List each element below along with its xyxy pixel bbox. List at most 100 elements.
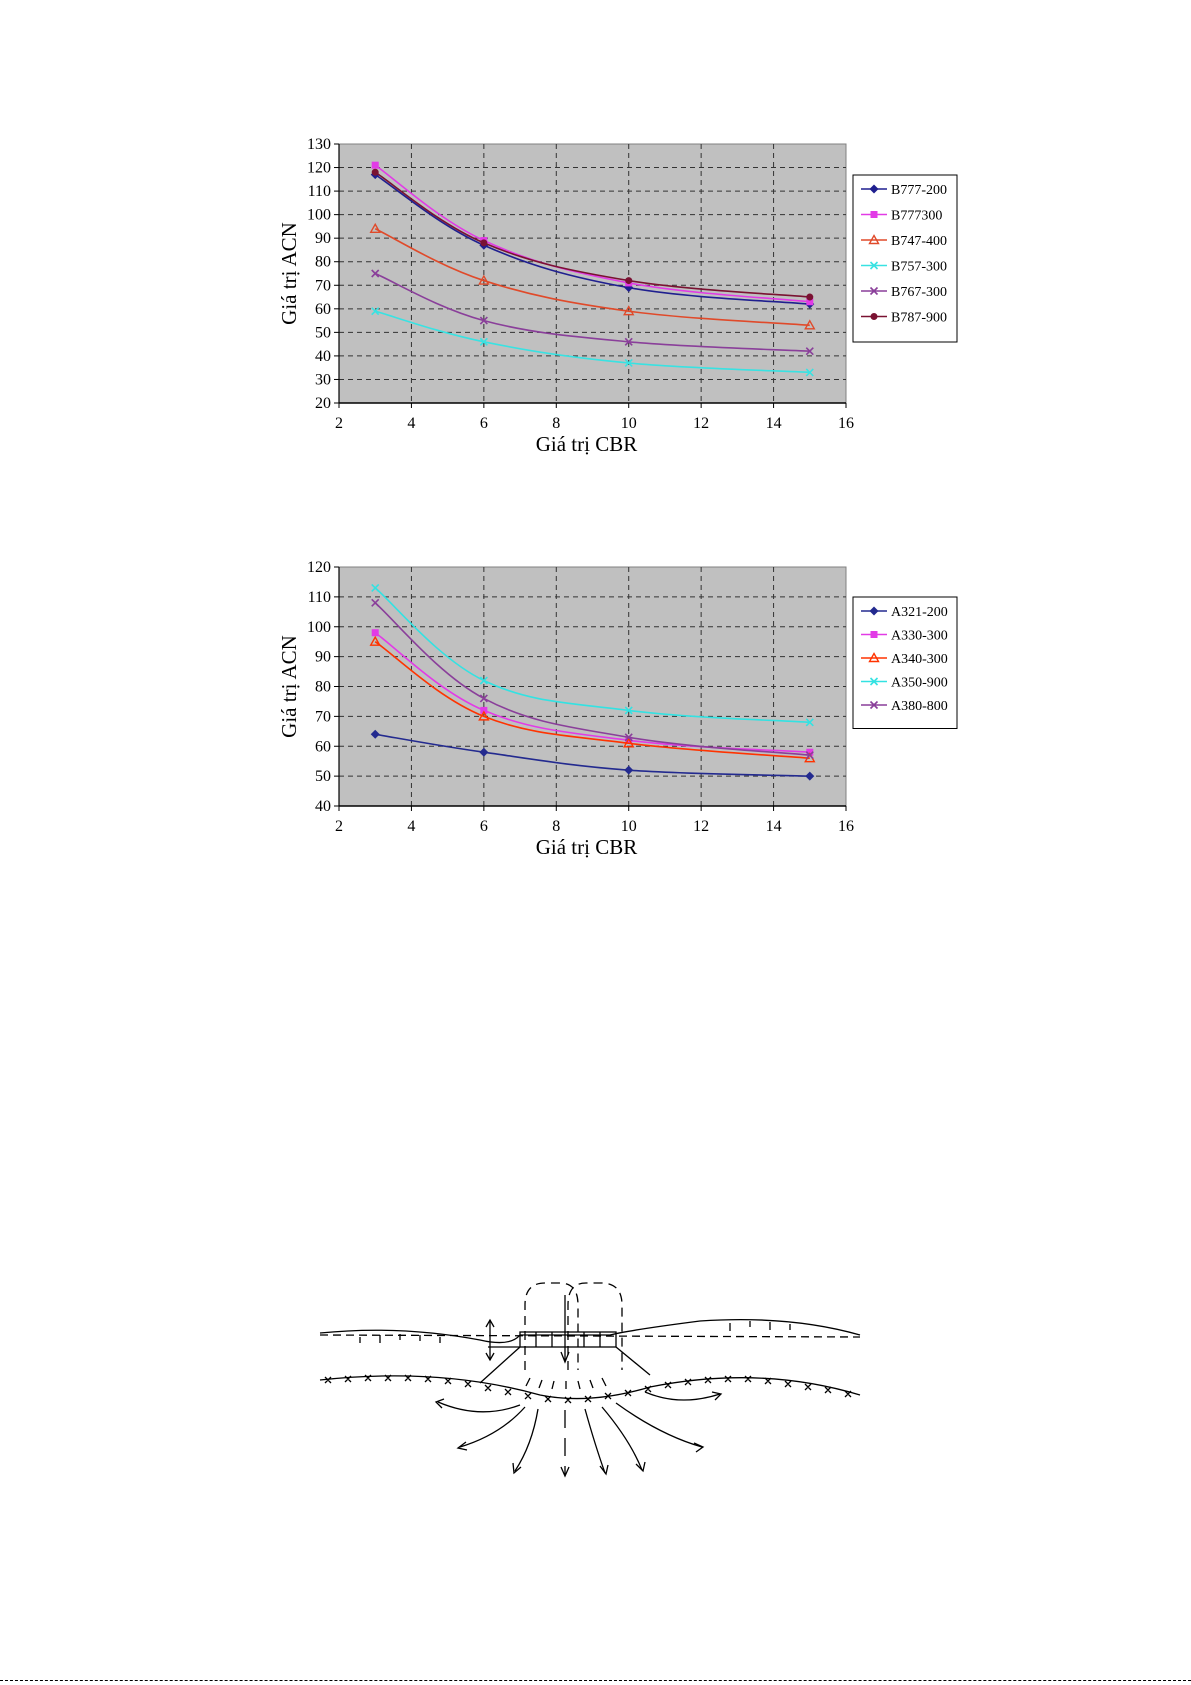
legend-swatch-marker	[870, 211, 878, 218]
legend-swatch-marker	[869, 700, 879, 710]
arrow-far-left	[437, 1401, 521, 1413]
data-point	[624, 337, 633, 346]
series-line	[374, 171, 810, 298]
page-bottom-rule	[0, 1680, 1191, 1681]
x-axis-title: Giá trị CBR	[536, 835, 638, 859]
y-tick-label: 40	[315, 348, 331, 365]
y-tick-label: 40	[315, 798, 331, 815]
data-point	[623, 737, 635, 748]
data-point	[479, 676, 488, 685]
data-point	[624, 733, 633, 742]
legend-label: B777300	[891, 209, 942, 224]
x-tick-label: 12	[693, 415, 709, 432]
data-point	[805, 718, 814, 727]
data-point	[624, 283, 634, 293]
series-line	[374, 310, 810, 374]
y-tick-label: 50	[315, 324, 331, 341]
x-tick-label: 16	[838, 818, 854, 835]
data-point	[624, 765, 634, 775]
legend-item: B787-900	[861, 311, 947, 326]
series-A321-200	[370, 729, 815, 781]
legend-label: B747-400	[891, 234, 947, 249]
y-tick-label: 60	[315, 301, 331, 318]
x-tick-label: 10	[621, 415, 637, 432]
data-point	[480, 706, 488, 714]
y-axis-title: Giá trị ACN	[277, 635, 301, 738]
data-point	[371, 598, 380, 607]
data-point	[479, 337, 488, 346]
data-point	[625, 277, 633, 285]
data-point	[479, 694, 488, 703]
legend-item: B747-400	[861, 234, 947, 249]
x-tick-label: 12	[693, 818, 709, 835]
data-point	[805, 368, 814, 377]
data-point	[369, 635, 381, 646]
legend-swatch-marker	[868, 652, 880, 663]
x-tick-label: 10	[621, 818, 637, 835]
y-tick-label: 60	[315, 738, 331, 755]
x-tick-label: 6	[480, 415, 488, 432]
series-A380-800	[371, 598, 814, 760]
data-point	[370, 729, 380, 739]
y-tick-label: 110	[308, 589, 331, 606]
series-B787-900	[371, 168, 814, 301]
x-tick-label: 14	[766, 415, 782, 432]
series-B747-400	[369, 222, 816, 330]
data-point	[371, 629, 379, 637]
legend-item: A350-900	[861, 676, 948, 691]
load-diagram-svg	[319, 1282, 861, 1478]
legend-box	[852, 596, 958, 729]
legend-label: A350-900	[891, 676, 948, 691]
series-line	[374, 173, 810, 305]
y-tick-label: 30	[315, 371, 331, 388]
data-point	[371, 583, 380, 592]
series-line	[374, 602, 810, 757]
legend-swatch-marker	[869, 261, 879, 270]
series-B767-300	[371, 269, 814, 356]
data-point	[371, 168, 379, 176]
x-tick-label: 6	[480, 818, 488, 835]
legend-item: A321-200	[861, 605, 948, 620]
x-tick-label: 4	[407, 818, 415, 835]
legend-swatch-marker	[869, 677, 879, 686]
legend-item: A330-300	[861, 629, 948, 644]
acn-chart-boeing: 2 4 6 8 10 12 14 16 20 30 40 50 60 70 80 90 100 110 120 130…	[250, 125, 970, 475]
arrow-far-right	[615, 1402, 703, 1448]
data-point	[804, 319, 816, 330]
x-tick-label: 8	[552, 818, 560, 835]
data-point	[805, 751, 814, 760]
legend-swatch-marker	[868, 234, 880, 245]
spread-line-left	[479, 1346, 521, 1384]
contact-area	[519, 1331, 617, 1348]
data-point	[806, 748, 814, 756]
data-point	[624, 706, 633, 715]
x-axis-title: Giá trị CBR	[536, 432, 638, 456]
legend-item: B757-300	[861, 260, 947, 275]
data-point	[624, 358, 633, 368]
series-line	[374, 272, 810, 352]
legend-item: B777300	[861, 209, 942, 224]
legend-item: A340-300	[861, 652, 948, 667]
x-tick-label: 8	[552, 415, 560, 432]
acn-chart-boeing-svg: 2 4 6 8 10 12 14 16 20 30 40 50 60 70 80 90 100 110 120 130…	[277, 136, 958, 456]
pavement-surface	[319, 1318, 861, 1344]
spread-line-right	[615, 1346, 651, 1376]
legend-label: B777-200	[891, 183, 947, 198]
y-tick-label: 100	[307, 619, 331, 636]
y-tick-label: 80	[315, 254, 331, 271]
tyre-left	[524, 1282, 579, 1370]
x-tick-label: 14	[766, 818, 782, 835]
legend-swatch-marker	[869, 184, 879, 194]
legend-swatch-marker	[870, 313, 878, 320]
x-tick-label: 4	[407, 415, 415, 432]
y-tick-label: 20	[315, 395, 331, 412]
series-line	[374, 641, 810, 759]
y-axis-title: Giá trị ACN	[277, 222, 301, 325]
x-tick-label: 2	[335, 415, 343, 432]
legend-label: A340-300	[891, 652, 948, 667]
y-tick-label: 50	[315, 768, 331, 785]
data-point	[371, 307, 380, 316]
data-point	[371, 269, 380, 278]
legend-item: B767-300	[861, 285, 947, 300]
data-point	[479, 316, 488, 325]
